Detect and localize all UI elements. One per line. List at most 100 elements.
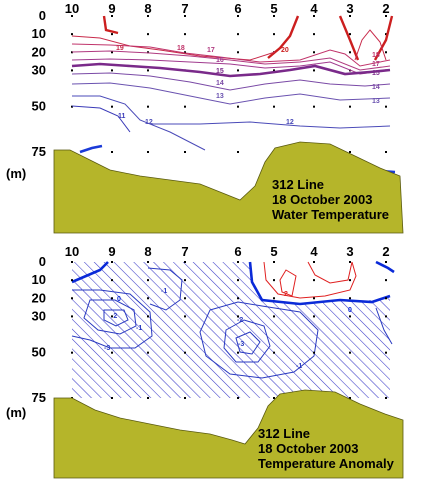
sample-dot bbox=[111, 397, 113, 399]
sample-dot bbox=[237, 315, 239, 318]
x-tick-labels: 10 9 8 7 6 5 4 3 2 bbox=[65, 1, 390, 16]
x-tick-station-5: 5 bbox=[270, 1, 277, 16]
panel-title: 312 Line 18 October 2003 Temperature Ano… bbox=[258, 426, 395, 471]
sample-dot bbox=[147, 15, 149, 17]
sample-dot bbox=[313, 297, 315, 300]
contour-zero-left bbox=[71, 261, 109, 284]
sample-dot bbox=[313, 51, 315, 54]
sample-dot bbox=[313, 279, 315, 282]
y-tick-depth-0: 0 bbox=[39, 254, 46, 269]
title-line-1: 312 Line bbox=[258, 426, 310, 441]
y-tick-depth-30: 30 bbox=[32, 62, 46, 77]
contour-label-15: 15 bbox=[216, 68, 224, 75]
x-tick-station-8: 8 bbox=[144, 1, 151, 16]
x-tick-station-3: 3 bbox=[346, 1, 353, 16]
contour-label-11: 11 bbox=[118, 113, 126, 120]
contour-pos-3 bbox=[307, 261, 353, 284]
x-tick-station-10: 10 bbox=[65, 1, 79, 16]
sample-dot bbox=[237, 105, 239, 108]
sample-dot bbox=[385, 351, 387, 354]
y-tick-labels: 0 10 20 30 50 75 bbox=[32, 254, 46, 405]
y-tick-depth-20: 20 bbox=[32, 44, 46, 59]
sample-dot bbox=[71, 351, 73, 354]
title-line-1: 312 Line bbox=[272, 177, 324, 192]
sample-dot bbox=[71, 69, 73, 72]
sample-dot bbox=[111, 151, 113, 153]
y-tick-labels: 0 10 20 30 50 75 bbox=[32, 8, 46, 159]
x-tick-labels: 10 9 8 7 6 5 4 3 2 bbox=[65, 244, 390, 259]
x-tick-station-9: 9 bbox=[108, 244, 115, 259]
anomaly-label-neg1c: -1 bbox=[136, 325, 142, 332]
sample-dot bbox=[237, 33, 239, 36]
sample-dot bbox=[385, 261, 387, 263]
y-tick-depth-0: 0 bbox=[39, 8, 46, 23]
contour-neg-3c bbox=[235, 331, 261, 355]
sample-dot bbox=[237, 69, 239, 72]
contour-neg-1c bbox=[199, 301, 319, 379]
x-tick-station-6: 6 bbox=[234, 244, 241, 259]
sample-dot bbox=[313, 315, 315, 318]
x-tick-station-6: 6 bbox=[234, 1, 241, 16]
sample-dot bbox=[71, 51, 73, 54]
sample-dot bbox=[273, 33, 275, 36]
y-tick-depth-10: 10 bbox=[32, 26, 46, 41]
sample-dot bbox=[385, 297, 387, 300]
contour-neg-1a bbox=[71, 289, 153, 349]
sample-dot bbox=[385, 315, 387, 318]
sample-dot bbox=[385, 33, 387, 36]
contour-pos-1 bbox=[263, 261, 357, 299]
anomaly-label-zero-right: 0 bbox=[348, 307, 352, 314]
sample-dot bbox=[71, 315, 73, 318]
y-tick-depth-20: 20 bbox=[32, 290, 46, 305]
sample-dot bbox=[349, 351, 351, 354]
y-tick-depth-75: 75 bbox=[32, 144, 46, 159]
sample-dot bbox=[237, 351, 239, 354]
sample-dot bbox=[313, 15, 315, 17]
sample-dot bbox=[349, 297, 351, 300]
contour-20b bbox=[338, 15, 394, 61]
contour-15 bbox=[71, 62, 391, 78]
sample-dot bbox=[147, 279, 149, 282]
x-tick-station-5: 5 bbox=[270, 244, 277, 259]
contour-label-14: 14 bbox=[216, 80, 224, 87]
sample-dot bbox=[349, 33, 351, 36]
contour-zero-main bbox=[248, 261, 391, 306]
sample-dot bbox=[111, 315, 113, 318]
sample-dot bbox=[111, 33, 113, 36]
anomaly-label-neg2b: -2 bbox=[237, 317, 243, 324]
seafloor bbox=[53, 141, 404, 234]
anomaly-label-pos2: 2 bbox=[284, 291, 288, 298]
contour-pos-2 bbox=[279, 269, 297, 297]
sample-dot bbox=[385, 279, 387, 282]
sample-dot bbox=[147, 51, 149, 54]
sample-dot bbox=[349, 51, 351, 54]
y-tick-depth-75: 75 bbox=[32, 390, 46, 405]
x-tick-station-10: 10 bbox=[65, 244, 79, 259]
sample-dot bbox=[147, 151, 149, 153]
sample-dot bbox=[147, 315, 149, 318]
contour-13 bbox=[71, 82, 391, 105]
sample-dot bbox=[237, 279, 239, 282]
y-tick-depth-10: 10 bbox=[32, 272, 46, 287]
sample-dot bbox=[273, 69, 275, 72]
anomaly-label-neg1: -1 bbox=[161, 288, 167, 295]
contour-16 bbox=[71, 58, 391, 75]
contour-neg-1d bbox=[375, 307, 393, 345]
x-tick-station-7: 7 bbox=[181, 244, 188, 259]
y-unit-label: (m) bbox=[6, 405, 26, 420]
x-tick-station-3: 3 bbox=[346, 244, 353, 259]
sample-dot bbox=[111, 105, 113, 108]
sample-dot bbox=[349, 15, 351, 17]
contour-label-18-right: 18 bbox=[372, 52, 380, 59]
x-tick-station-9: 9 bbox=[108, 1, 115, 16]
sample-dot bbox=[313, 105, 315, 108]
sample-dot bbox=[313, 351, 315, 354]
x-tick-station-2: 2 bbox=[382, 1, 389, 16]
contour-label-16: 16 bbox=[216, 57, 224, 64]
sample-dot bbox=[184, 151, 186, 153]
contour-label-12: 12 bbox=[145, 119, 153, 126]
sample-dot bbox=[313, 261, 315, 263]
sample-dot bbox=[184, 315, 186, 318]
sample-dot bbox=[184, 297, 186, 300]
